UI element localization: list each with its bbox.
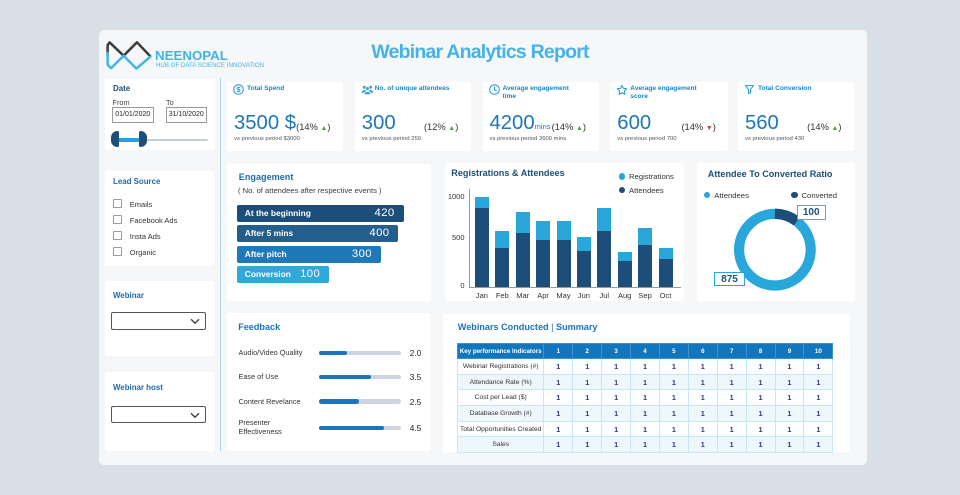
svg-text:$: $ — [236, 85, 241, 94]
